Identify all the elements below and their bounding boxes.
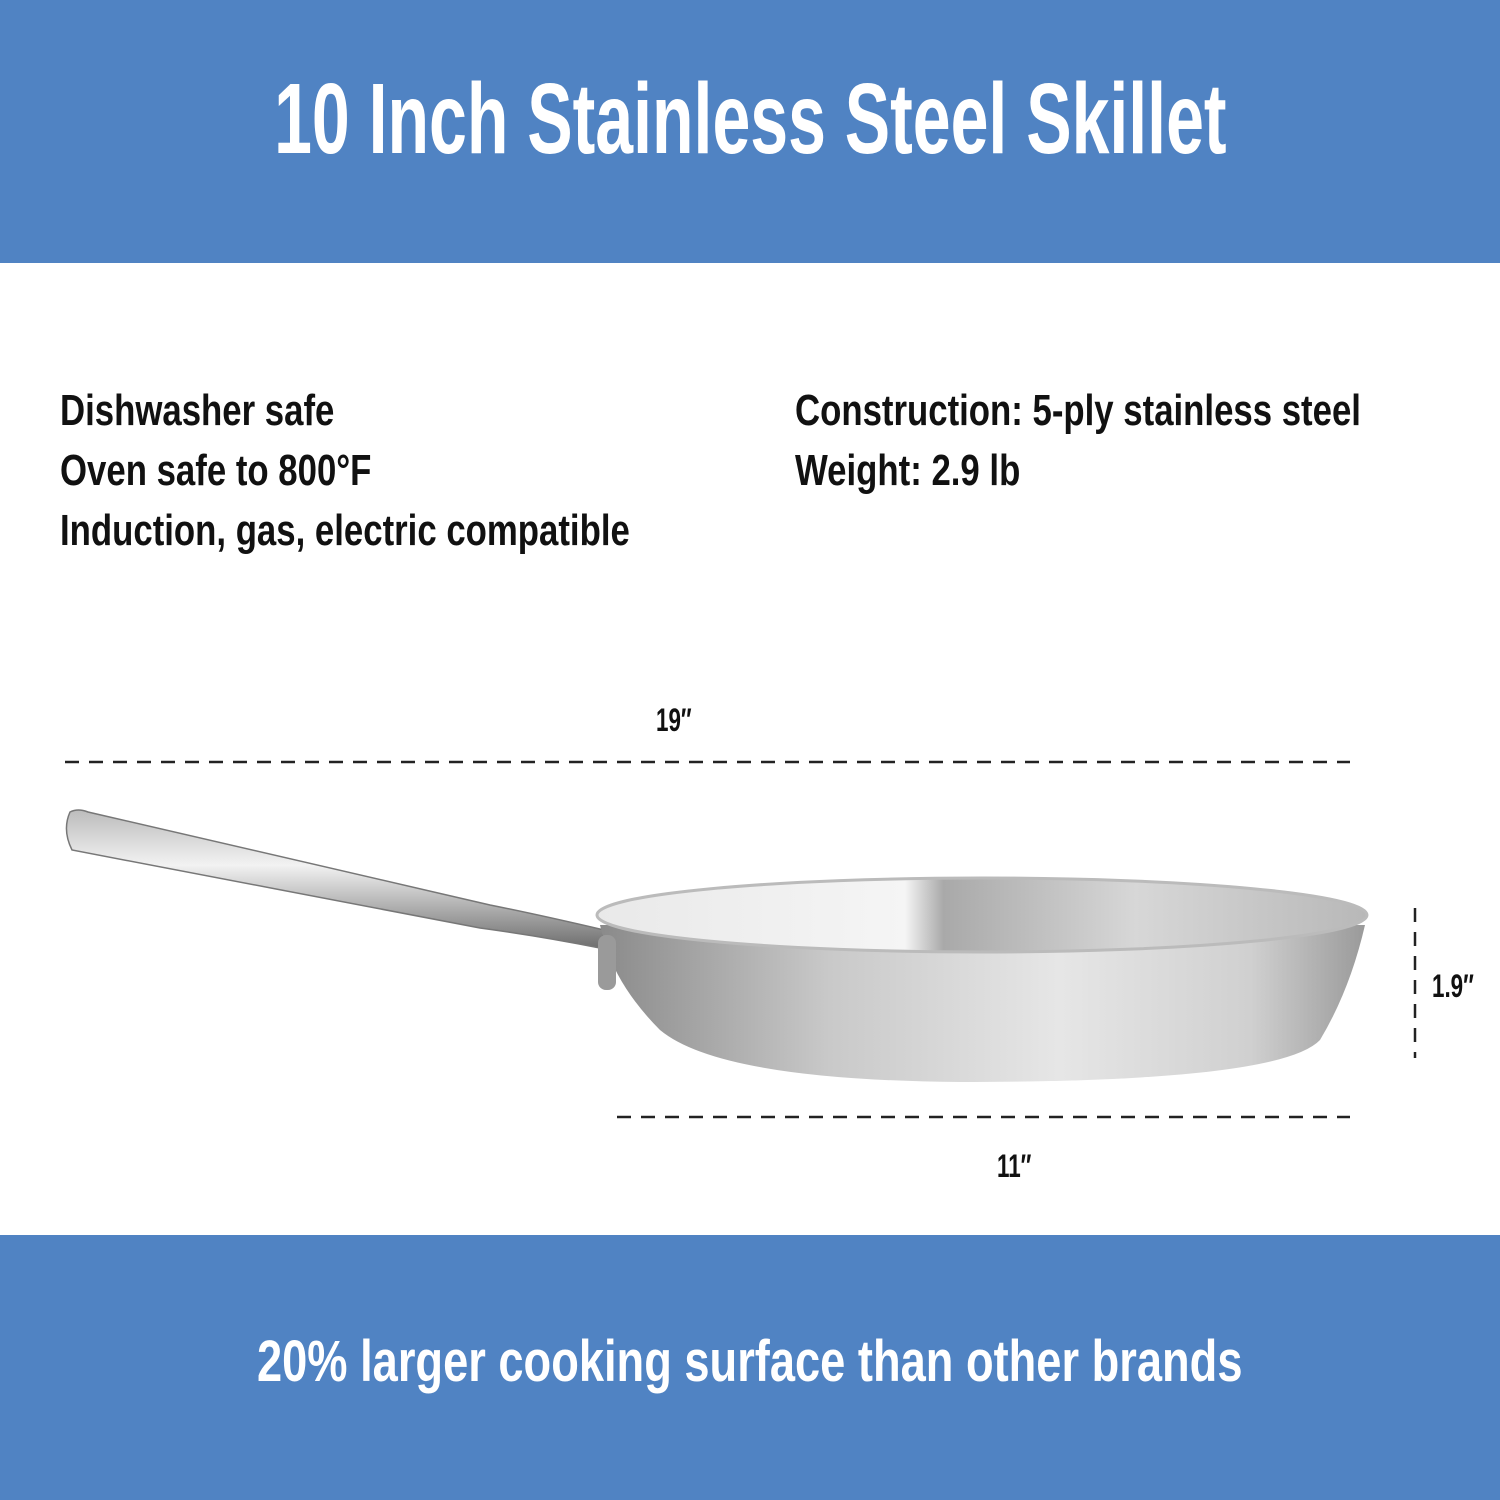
height-label: 1.9″ bbox=[1432, 968, 1474, 1004]
pan-rim bbox=[595, 876, 1369, 954]
feature-construction: Construction: 5-ply stainless steel bbox=[795, 386, 1361, 435]
feature-weight: Weight: 2.9 lb bbox=[795, 446, 1021, 495]
feature-oven: Oven safe to 800°F bbox=[60, 446, 372, 495]
pan-body bbox=[600, 925, 1365, 1082]
footer-text: 20% larger cooking surface than other br… bbox=[257, 1329, 1243, 1394]
footer-band bbox=[0, 1235, 1500, 1500]
length-label: 19″ bbox=[656, 702, 692, 738]
page-title: 10 Inch Stainless Steel Skillet bbox=[273, 63, 1227, 175]
diameter-label: 11″ bbox=[997, 1148, 1032, 1184]
rivet bbox=[598, 935, 616, 990]
feature-compatibility: Induction, gas, electric compatible bbox=[60, 506, 630, 555]
feature-dishwasher: Dishwasher safe bbox=[60, 386, 335, 435]
header-band bbox=[0, 0, 1500, 263]
dashed-guides bbox=[65, 760, 1417, 1119]
handle bbox=[65, 809, 605, 949]
